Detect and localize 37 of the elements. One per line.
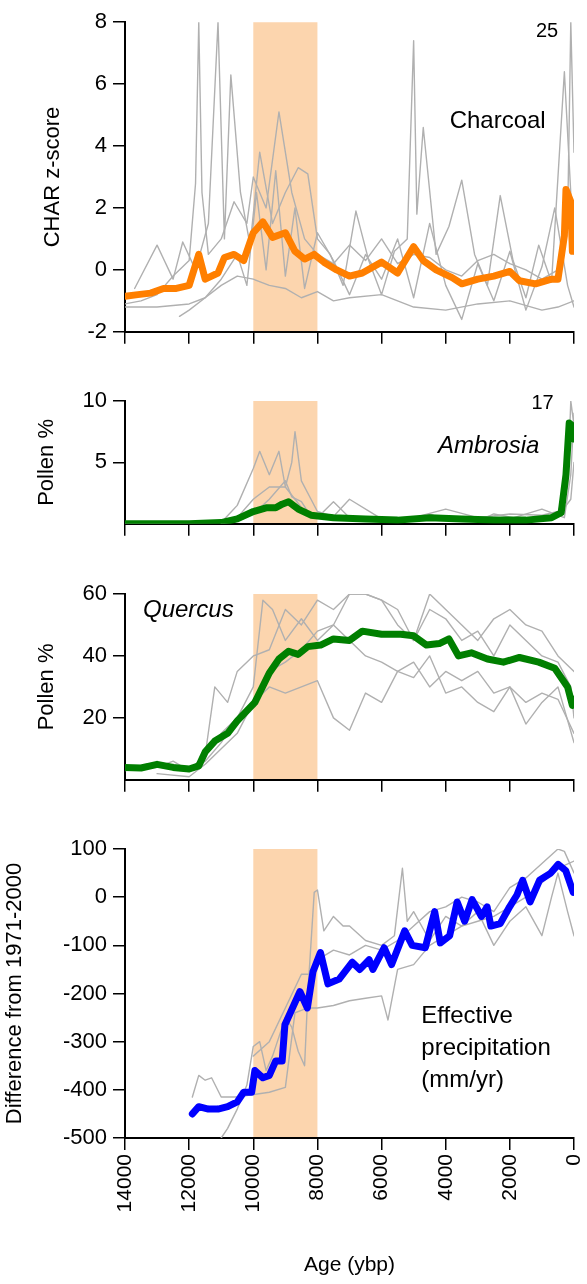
- x-tick-label: 12000: [175, 1154, 199, 1213]
- y-tick-label: 2: [94, 194, 107, 220]
- y-tick-label: 100: [70, 835, 107, 861]
- y-tick-label: 0: [94, 883, 107, 909]
- text: Effective precipitation (mm/yr): [421, 1001, 551, 1093]
- x-tick-label: 6000: [368, 1154, 392, 1201]
- y-axis-title: Pollen %: [33, 643, 59, 731]
- x-tick-label: 8000: [304, 1154, 328, 1201]
- y-axis-title: CHAR z-score: [39, 106, 65, 248]
- y-tick-label: 20: [82, 703, 107, 729]
- y-tick-label: 5: [94, 448, 107, 474]
- y-tick-label: 0: [94, 255, 107, 281]
- x-tick-label: 4000: [432, 1154, 456, 1201]
- y-tick-label: -400: [62, 1075, 107, 1101]
- x-tick-label: 2000: [496, 1154, 520, 1201]
- y-tick-label: -200: [62, 979, 107, 1005]
- y-tick-label: 40: [82, 642, 107, 667]
- x-axis-title: Age (ybp): [303, 1252, 396, 1276]
- y-tick-label: -500: [62, 1124, 107, 1150]
- annotation: 17: [531, 390, 554, 413]
- y-tick-label: 8: [94, 8, 107, 34]
- y-tick-label: 6: [94, 70, 107, 96]
- y-tick-label: -100: [62, 931, 107, 957]
- text: Charcoal: [449, 105, 546, 133]
- text: Ambrosia: [436, 431, 540, 459]
- y-tick-label: -300: [62, 1027, 107, 1053]
- annotation: 25: [535, 19, 559, 41]
- y-tick-label: 4: [94, 132, 107, 158]
- y-axis-title: Pollen %: [33, 418, 59, 506]
- x-tick-label: 10000: [240, 1154, 264, 1213]
- chart-title: Quercus: [142, 595, 234, 623]
- y-axis-title: Difference from 1971-2000: [1, 862, 27, 1125]
- y-tick-label: -2: [87, 317, 107, 343]
- x-tick-label: 0: [560, 1154, 584, 1166]
- y-tick-label: 60: [82, 580, 107, 606]
- y-tick-label: 10: [82, 387, 107, 413]
- x-tick-label: 14000: [111, 1154, 135, 1213]
